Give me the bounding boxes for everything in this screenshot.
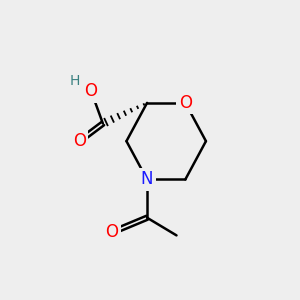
Text: O: O (73, 132, 86, 150)
Text: O: O (85, 82, 98, 100)
Text: H: H (70, 74, 80, 88)
Text: O: O (179, 94, 192, 112)
Text: N: N (141, 170, 153, 188)
Text: O: O (105, 224, 118, 242)
